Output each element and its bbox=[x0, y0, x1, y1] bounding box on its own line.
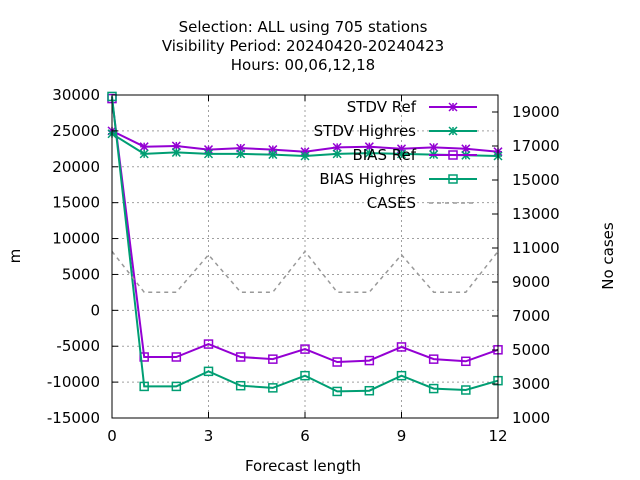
y2-tick-label: 7000 bbox=[512, 307, 550, 325]
data-point-square bbox=[448, 174, 458, 184]
x-tick-label: 9 bbox=[397, 427, 407, 445]
series-line-bias-highres bbox=[111, 96, 499, 393]
data-point-square bbox=[203, 366, 214, 377]
y-tick-label: -10000 bbox=[47, 373, 100, 391]
legend-label: STDV Ref bbox=[347, 98, 417, 116]
series-cases bbox=[111, 250, 499, 293]
legend-item-bias-highres: BIAS Highres bbox=[319, 170, 477, 188]
x-axis-label: Forecast length bbox=[245, 457, 361, 475]
data-point-star bbox=[139, 149, 149, 159]
data-point-square bbox=[268, 383, 278, 393]
data-point-star bbox=[364, 148, 374, 158]
grid bbox=[112, 95, 498, 418]
data-point-square bbox=[235, 380, 246, 391]
data-point-square bbox=[332, 386, 342, 397]
y-tick-label: -5000 bbox=[56, 337, 100, 355]
legend-label: BIAS Ref bbox=[352, 146, 416, 164]
data-point-square bbox=[235, 352, 246, 362]
y2-tick-label: 3000 bbox=[512, 375, 550, 393]
data-point-star bbox=[236, 149, 246, 159]
y2-tick-label: 13000 bbox=[512, 205, 560, 223]
data-point-square bbox=[448, 150, 458, 160]
y-tick-label: -15000 bbox=[47, 409, 100, 427]
title-line-3: Hours: 00,06,12,18 bbox=[231, 56, 375, 74]
legend: STDV Ref STDV Highres BIAS Ref BIAS Highres… bbox=[314, 98, 477, 212]
series-line-cases bbox=[111, 250, 499, 293]
data-point-square bbox=[139, 381, 149, 392]
chart-title: Selection: ALL using 705 stations Visibi… bbox=[162, 18, 444, 74]
y-tick-label: 25000 bbox=[52, 122, 100, 140]
y2-tick-label: 15000 bbox=[512, 171, 560, 189]
y2-tick-label: 9000 bbox=[512, 273, 550, 291]
x-tick-label: 6 bbox=[300, 427, 310, 445]
y-tick-label: 15000 bbox=[52, 194, 100, 212]
data-point-star bbox=[203, 149, 214, 159]
legend-item-bias-ref: BIAS Ref bbox=[352, 146, 477, 164]
data-point-star bbox=[396, 149, 407, 159]
series-line-bias-ref bbox=[111, 98, 499, 364]
legend-item-stdv-highres: STDV Highres bbox=[314, 122, 477, 140]
y-tick-label: 20000 bbox=[52, 158, 100, 176]
y2-tick-label: 19000 bbox=[512, 103, 560, 121]
data-point-star bbox=[171, 141, 181, 151]
data-point-square bbox=[396, 342, 407, 352]
x-tick-label: 0 bbox=[107, 427, 117, 445]
plot-series bbox=[107, 91, 503, 397]
data-point-star bbox=[429, 142, 439, 152]
data-point-star bbox=[448, 102, 458, 112]
y-tick-label: 10000 bbox=[52, 230, 100, 248]
x-tick-label: 12 bbox=[488, 427, 507, 445]
data-point-star bbox=[448, 126, 458, 136]
data-point-square bbox=[171, 381, 182, 392]
y-tick-label: 0 bbox=[90, 301, 100, 319]
data-point-star bbox=[171, 147, 181, 157]
data-point-star bbox=[364, 142, 374, 152]
data-point-square bbox=[171, 352, 182, 362]
y-axis-label: m bbox=[6, 249, 24, 264]
y2-tick-label: 17000 bbox=[512, 137, 560, 155]
legend-label: BIAS Highres bbox=[319, 170, 416, 188]
data-point-square bbox=[461, 356, 471, 367]
data-point-star bbox=[332, 149, 342, 159]
data-point-square bbox=[300, 370, 310, 381]
series-stdv-ref bbox=[107, 126, 503, 157]
data-point-square bbox=[461, 385, 471, 395]
x-tick-label: 3 bbox=[204, 427, 214, 445]
data-point-star bbox=[300, 151, 310, 161]
title-line-2: Visibility Period: 20240420-20240423 bbox=[162, 37, 444, 55]
data-point-square bbox=[203, 339, 214, 349]
data-point-square bbox=[428, 383, 439, 394]
y-tick-label: 5000 bbox=[62, 265, 100, 283]
data-point-square bbox=[268, 354, 278, 364]
data-point-square bbox=[332, 357, 342, 367]
legend-item-stdv-ref: STDV Ref bbox=[347, 98, 477, 116]
data-point-star bbox=[268, 150, 278, 160]
series-bias-highres bbox=[107, 91, 503, 397]
y2-tick-label: 5000 bbox=[512, 341, 550, 359]
axis-ticks: 0 3 6 9 12 -15000 -10000 -5000 0 5000 10000 15000 20… bbox=[47, 86, 560, 445]
y-tick-label: 30000 bbox=[52, 86, 100, 104]
data-point-star bbox=[139, 142, 149, 152]
y2-tick-label: 1000 bbox=[512, 409, 550, 427]
legend-label: STDV Highres bbox=[314, 122, 417, 140]
legend-item-cases: CASES bbox=[367, 194, 477, 212]
legend-label: CASES bbox=[367, 194, 416, 212]
data-point-square bbox=[300, 344, 310, 354]
data-point-square bbox=[428, 354, 439, 364]
y2-axis-label: No cases bbox=[599, 222, 617, 290]
data-point-square bbox=[396, 370, 407, 381]
data-point-square bbox=[364, 355, 375, 366]
data-point-square bbox=[364, 385, 375, 396]
title-line-1: Selection: ALL using 705 stations bbox=[179, 18, 428, 36]
y2-tick-label: 11000 bbox=[512, 239, 560, 257]
